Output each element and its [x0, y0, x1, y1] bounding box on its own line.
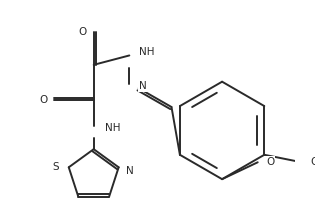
Text: N: N: [126, 166, 134, 176]
Text: O: O: [78, 27, 87, 37]
Text: NH: NH: [139, 47, 154, 57]
Text: NH: NH: [105, 123, 120, 133]
Text: N: N: [139, 81, 146, 91]
Text: O: O: [310, 157, 315, 167]
Text: O: O: [39, 95, 47, 104]
Text: O: O: [266, 157, 274, 167]
Text: S: S: [53, 162, 60, 172]
